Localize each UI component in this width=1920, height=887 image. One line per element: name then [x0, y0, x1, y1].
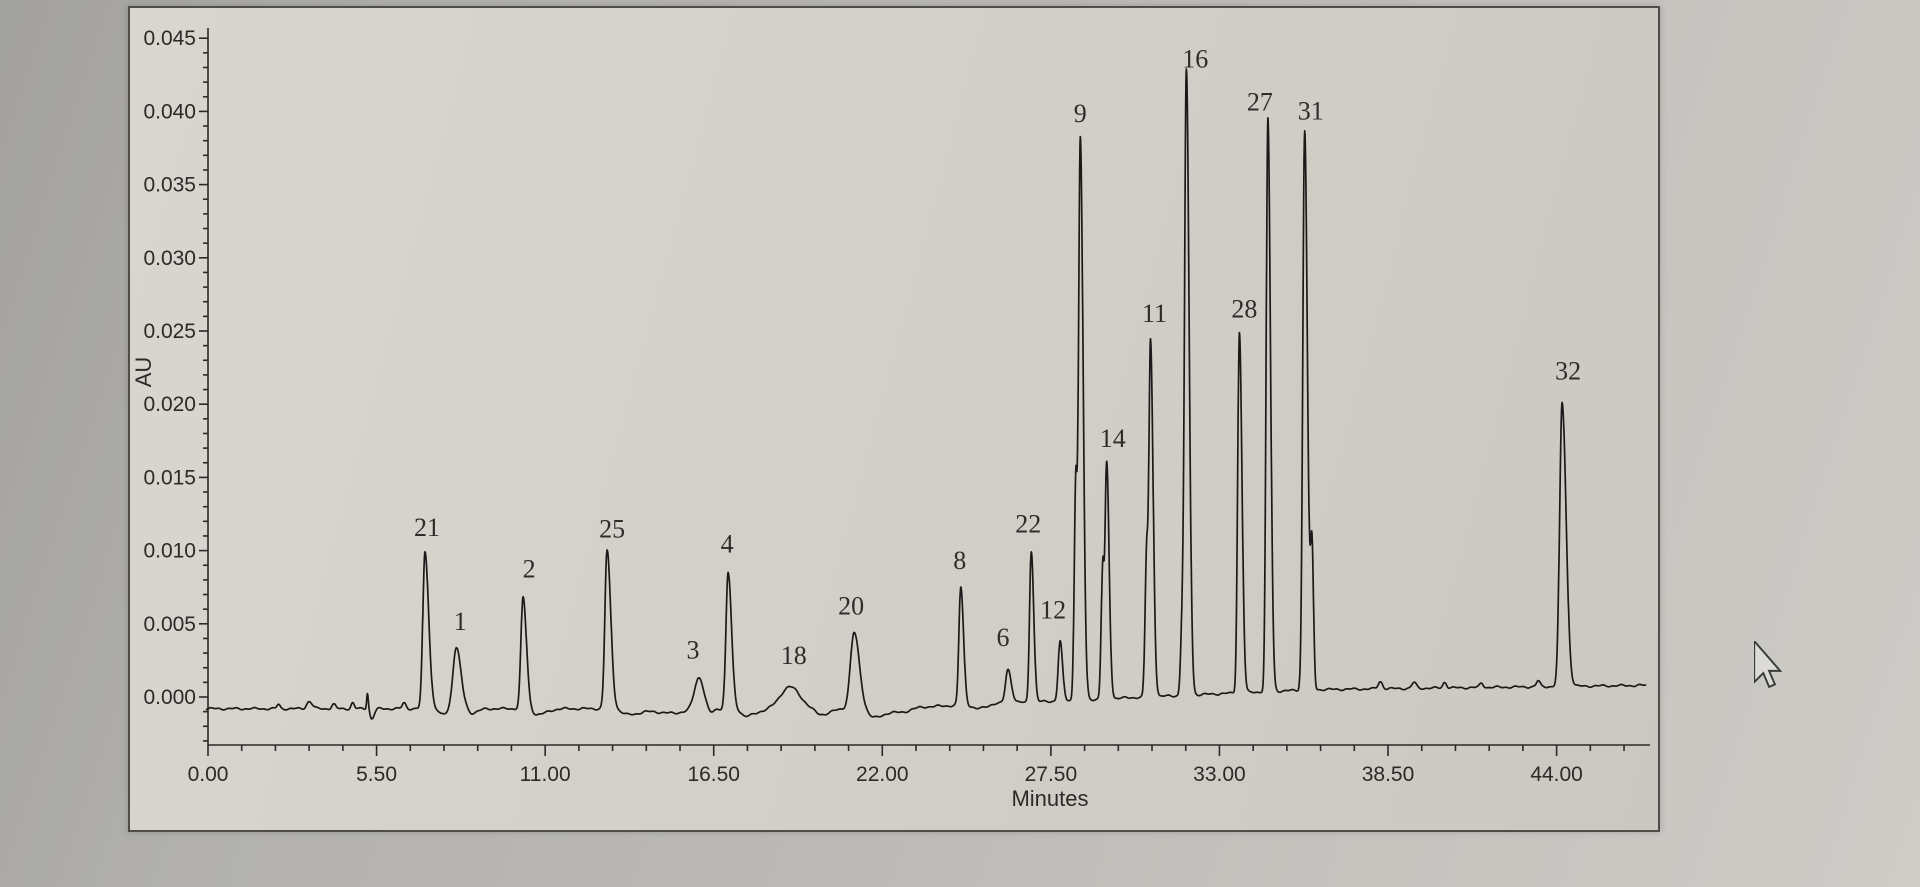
peak-label-2: 2	[523, 554, 536, 583]
y-axis-tick-label: 0.000	[143, 686, 196, 709]
x-axis-tick-label: 16.50	[687, 763, 740, 786]
x-axis-tick-label: 27.50	[1025, 763, 1078, 786]
x-axis-tick-label: 5.50	[356, 763, 397, 786]
peak-label-18: 18	[781, 641, 807, 670]
peak-label-6: 6	[997, 623, 1010, 652]
arrow-pointer-shape	[1754, 641, 1782, 688]
peak-label-8: 8	[953, 546, 966, 575]
mouse-cursor-icon	[1754, 641, 1782, 688]
peak-label-16: 16	[1182, 44, 1208, 73]
peak-label-28: 28	[1231, 295, 1257, 324]
chromatogram-trace	[205, 68, 1647, 720]
peak-label-3: 3	[687, 636, 700, 665]
y-axis-tick-label: 0.045	[143, 27, 196, 50]
y-axis-tick-label: 0.005	[143, 613, 196, 636]
x-axis-tick-label: 11.00	[520, 763, 571, 786]
peak-label-32: 32	[1555, 357, 1581, 386]
x-axis-title: Minutes	[1011, 786, 1088, 811]
x-axis-tick-label: 0.00	[188, 763, 229, 786]
peak-label-1: 1	[454, 607, 467, 636]
peak-label-22: 22	[1015, 510, 1041, 539]
y-axis-title: AU	[131, 357, 156, 388]
peak-label-25: 25	[599, 515, 625, 544]
peak-label-21: 21	[414, 513, 440, 542]
y-axis-tick-label: 0.030	[143, 247, 196, 270]
peak-label-11: 11	[1142, 299, 1167, 328]
y-axis-tick-label: 0.015	[143, 466, 196, 489]
chromatogram-window	[128, 6, 1660, 832]
y-axis-tick-label: 0.020	[143, 393, 196, 416]
x-axis-tick-label: 22.00	[856, 763, 909, 786]
peak-label-31: 31	[1298, 96, 1324, 125]
axes	[199, 28, 1650, 756]
y-axis-tick-label: 0.025	[143, 320, 196, 343]
y-axis-tick-label: 0.035	[143, 174, 196, 197]
peak-label-14: 14	[1100, 424, 1126, 453]
peak-label-4: 4	[721, 530, 734, 559]
peak-label-20: 20	[838, 592, 864, 621]
peak-label-27: 27	[1247, 88, 1273, 117]
peak-label-9: 9	[1074, 99, 1087, 128]
x-axis-tick-label: 33.00	[1193, 763, 1246, 786]
x-axis-tick-label: 44.00	[1530, 763, 1583, 786]
y-axis-tick-label: 0.010	[143, 540, 196, 563]
y-axis-tick-label: 0.040	[143, 100, 196, 123]
peak-label-12: 12	[1040, 595, 1066, 624]
x-axis-tick-label: 38.50	[1362, 763, 1415, 786]
